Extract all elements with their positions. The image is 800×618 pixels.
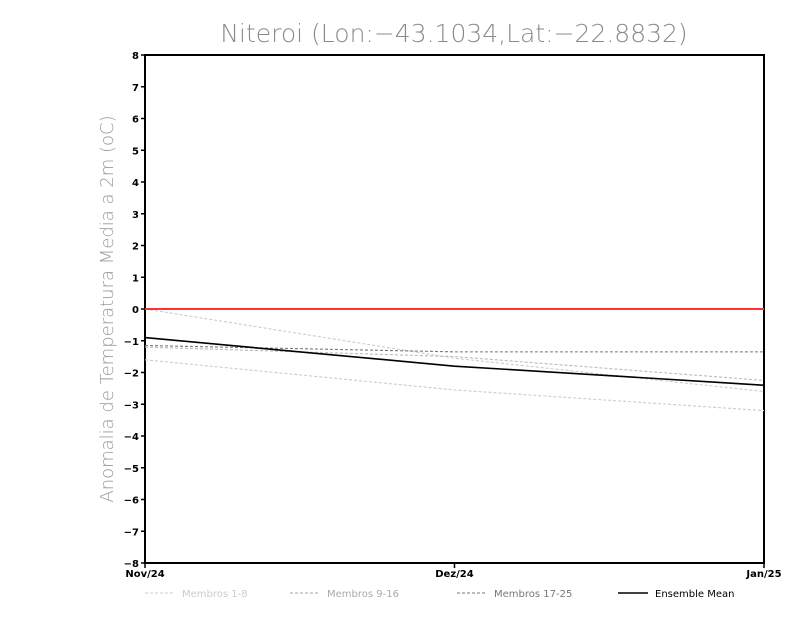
chart-title: Niteroi (Lon:−43.1034,Lat:−22.8832) <box>220 19 687 48</box>
series-line <box>144 308 765 393</box>
y-tick-label: 8 <box>132 51 139 62</box>
y-axis-label: Anomalia de Temperatura Media a 2m (oC) <box>97 115 118 502</box>
series-line <box>144 359 765 412</box>
series-line <box>144 336 765 386</box>
legend-label: Membros 9-16 <box>327 589 399 600</box>
series-line <box>144 346 765 381</box>
y-tick-label: 3 <box>132 210 139 221</box>
legend-label: Ensemble Mean <box>655 589 734 600</box>
y-tick-label: −8 <box>124 559 139 570</box>
y-tick-label: −3 <box>124 400 139 411</box>
x-tick-label: Dez/24 <box>435 569 474 580</box>
y-tick-label: 0 <box>132 305 139 316</box>
y-tick-label: −6 <box>124 496 139 507</box>
y-tick-label: 1 <box>132 273 139 284</box>
legend-label: Membros 1-8 <box>182 589 248 600</box>
x-tick-label: Jan/25 <box>745 569 781 580</box>
y-tick-label: −1 <box>124 337 139 348</box>
legend-label: Membros 17-25 <box>494 589 572 600</box>
y-tick-label: −2 <box>124 369 139 380</box>
x-tick-label: Nov/24 <box>125 569 164 580</box>
y-tick-label: 4 <box>132 178 139 189</box>
y-tick-label: 2 <box>132 242 139 253</box>
series-line <box>144 344 764 353</box>
y-tick-label: −4 <box>124 432 139 443</box>
y-tick-label: 5 <box>132 146 139 157</box>
y-tick-label: −5 <box>124 464 139 475</box>
y-tick-label: −7 <box>124 527 139 538</box>
y-tick-label: 6 <box>132 115 139 126</box>
y-tick-label: 7 <box>132 83 139 94</box>
legend: Membros 1-8 Membros 9-16 Membros 17-25 Ense… <box>145 589 734 600</box>
